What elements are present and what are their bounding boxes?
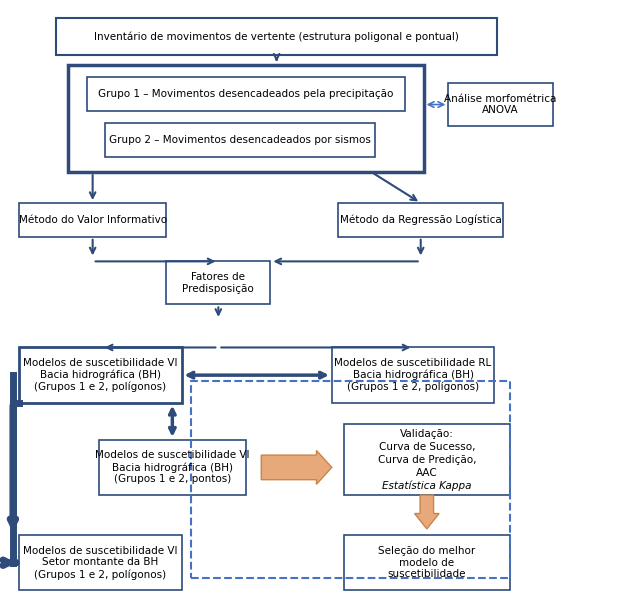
Text: Método da Regressão Logística: Método da Regressão Logística <box>340 215 502 225</box>
Text: Modelos de suscetibilidade VI
Bacia hidrográfica (BH)
(Grupos 1 e 2, polígonos): Modelos de suscetibilidade VI Bacia hidr… <box>23 358 177 392</box>
FancyBboxPatch shape <box>105 123 374 157</box>
Text: Grupo 2 – Movimentos desencadeados por sismos: Grupo 2 – Movimentos desencadeados por s… <box>109 135 371 145</box>
FancyBboxPatch shape <box>87 77 405 111</box>
Text: Inventário de movimentos de vertente (estrutura poligonal e pontual): Inventário de movimentos de vertente (es… <box>94 31 459 42</box>
Text: Curva de Predição,: Curva de Predição, <box>378 454 476 465</box>
Text: Modelos de suscetibilidade VI
Setor montante da BH
(Grupos 1 e 2, polígonos): Modelos de suscetibilidade VI Setor mont… <box>23 546 177 579</box>
FancyBboxPatch shape <box>332 347 494 403</box>
Bar <box>191 381 510 578</box>
FancyBboxPatch shape <box>56 18 497 55</box>
Text: Fatores de
Predisposição: Fatores de Predisposição <box>182 272 254 294</box>
Text: Estatística Kappa: Estatística Kappa <box>382 480 472 491</box>
FancyArrow shape <box>261 450 332 485</box>
Text: Grupo 1 – Movimentos desencadeados pela precipitação: Grupo 1 – Movimentos desencadeados pela … <box>98 89 394 99</box>
FancyBboxPatch shape <box>68 65 424 172</box>
FancyBboxPatch shape <box>166 261 270 304</box>
Text: Validação:: Validação: <box>400 429 454 439</box>
Text: Modelos de suscetibilidade RL
Bacia hidrográfica (BH)
(Grupos 1 e 2, polígonos): Modelos de suscetibilidade RL Bacia hidr… <box>334 358 492 392</box>
FancyBboxPatch shape <box>19 535 182 590</box>
Text: Modelos de suscetibilidade VI
Bacia hidrográfica (BH)
(Grupos 1 e 2, pontos): Modelos de suscetibilidade VI Bacia hidr… <box>95 451 250 484</box>
FancyBboxPatch shape <box>344 535 510 590</box>
FancyBboxPatch shape <box>19 203 166 237</box>
FancyBboxPatch shape <box>448 83 552 126</box>
FancyBboxPatch shape <box>99 440 246 495</box>
Text: Seleção do melhor
modelo de
suscetibilidade: Seleção do melhor modelo de suscetibilid… <box>378 546 476 579</box>
FancyBboxPatch shape <box>344 424 510 495</box>
FancyArrow shape <box>415 495 439 529</box>
Text: Análise morfométrica
ANOVA: Análise morfométrica ANOVA <box>445 93 557 116</box>
Text: Curva de Sucesso,: Curva de Sucesso, <box>379 442 475 452</box>
Text: AAC: AAC <box>416 467 438 478</box>
FancyBboxPatch shape <box>338 203 503 237</box>
Text: Método do Valor Informativo: Método do Valor Informativo <box>19 215 167 225</box>
FancyBboxPatch shape <box>19 347 182 403</box>
